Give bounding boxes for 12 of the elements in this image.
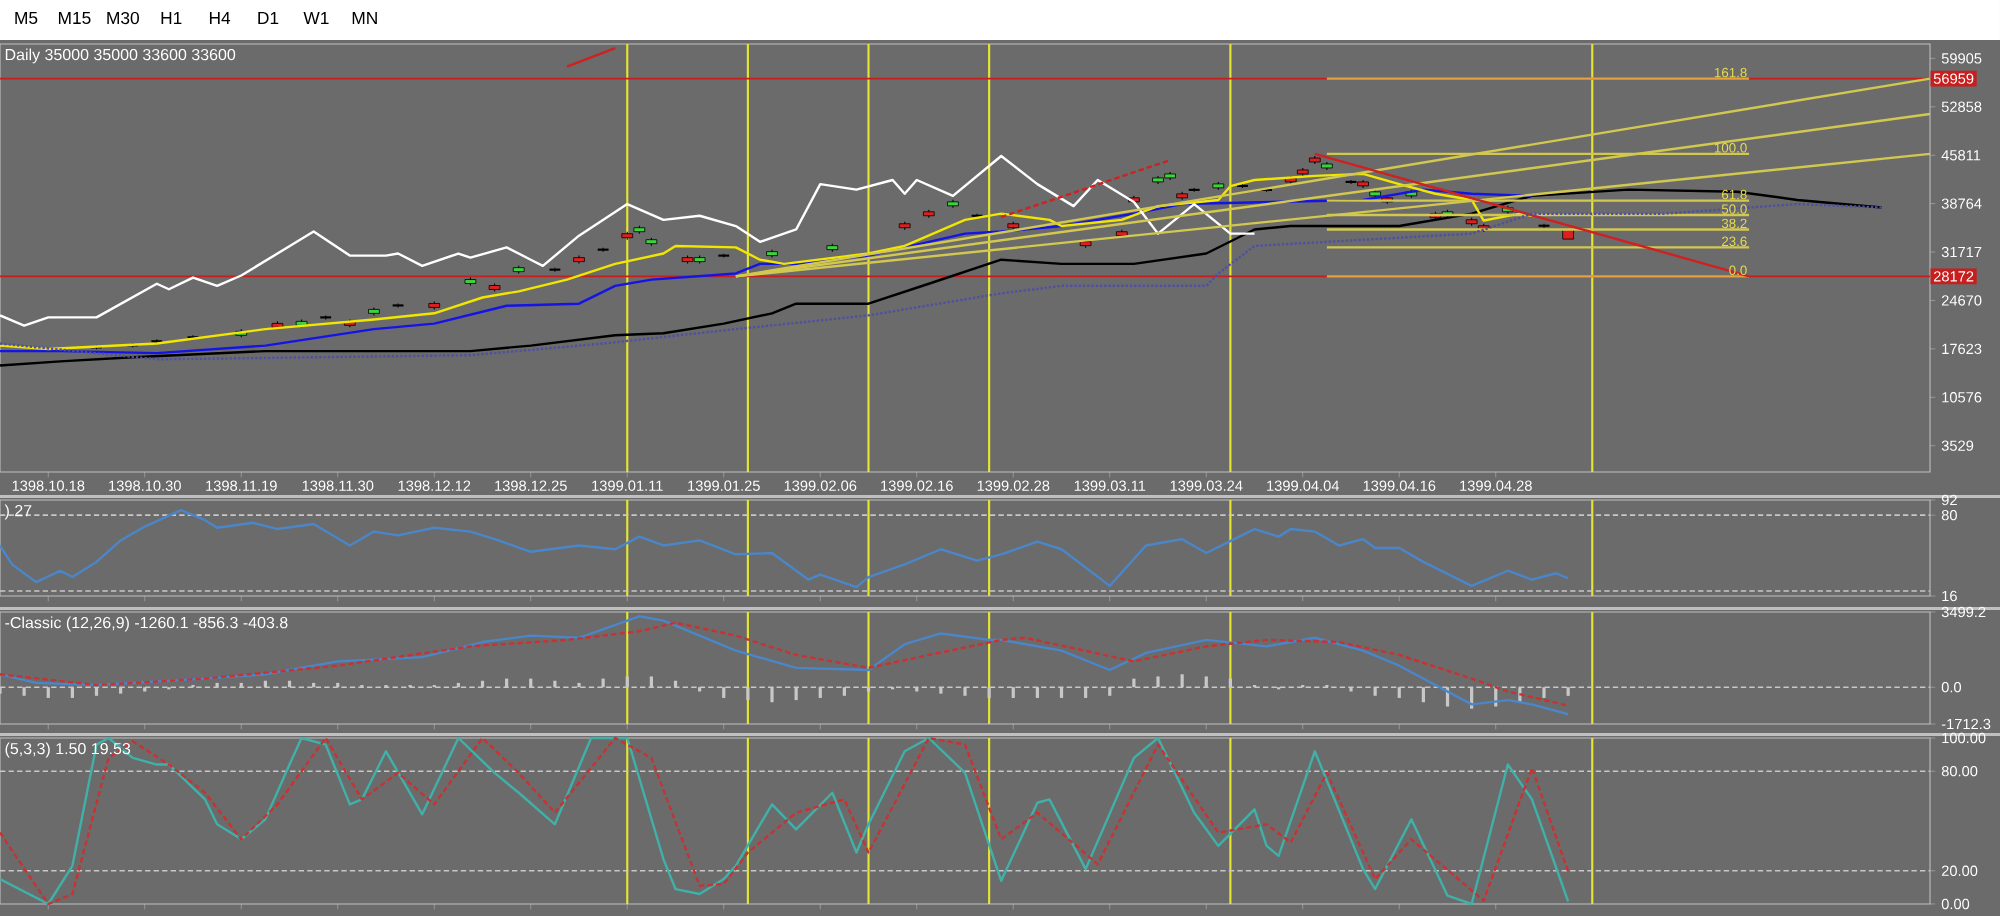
text: MN — [352, 12, 377, 24]
chart-title: (5,3,3) 1.50 19.53 — [5, 742, 131, 758]
chart-title: ) 27 — [4, 504, 32, 520]
text: H4 — [209, 12, 231, 24]
text: M15 — [58, 11, 91, 25]
chart-title: -Classic (12,26,9) -1260.1 -856.3 -403.8 — [5, 616, 288, 632]
text: M5 — [15, 11, 38, 25]
text: D1 — [258, 12, 279, 24]
text: H1 — [161, 12, 182, 24]
text: W1 — [303, 12, 329, 24]
chart-title: Daily 35000 35000 33600 33600 — [5, 48, 236, 64]
text: M30 — [107, 11, 139, 25]
